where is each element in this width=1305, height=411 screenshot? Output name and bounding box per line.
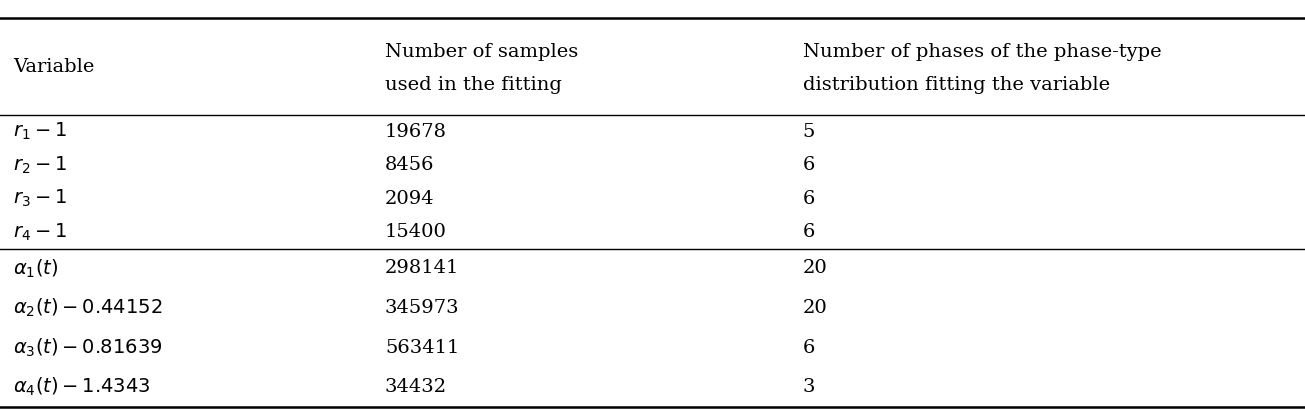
Text: $\alpha_3(t) - 0.81639$: $\alpha_3(t) - 0.81639$: [13, 336, 163, 359]
Text: 2094: 2094: [385, 189, 435, 208]
Text: Variable: Variable: [13, 58, 94, 76]
Text: 5: 5: [803, 123, 814, 141]
Text: 298141: 298141: [385, 259, 459, 277]
Text: distribution fitting the variable: distribution fitting the variable: [803, 76, 1109, 95]
Text: $r_1 - 1$: $r_1 - 1$: [13, 121, 67, 143]
Text: 20: 20: [803, 299, 827, 317]
Text: $\alpha_1(t)$: $\alpha_1(t)$: [13, 257, 59, 279]
Text: 6: 6: [803, 223, 814, 241]
Text: 563411: 563411: [385, 339, 459, 357]
Text: 345973: 345973: [385, 299, 459, 317]
Text: $\alpha_2(t) - 0.44152$: $\alpha_2(t) - 0.44152$: [13, 297, 163, 319]
Text: $r_4 - 1$: $r_4 - 1$: [13, 221, 67, 242]
Text: 19678: 19678: [385, 123, 448, 141]
Text: 15400: 15400: [385, 223, 446, 241]
Text: $r_2 - 1$: $r_2 - 1$: [13, 155, 67, 176]
Text: 3: 3: [803, 378, 816, 396]
Text: 34432: 34432: [385, 378, 448, 396]
Text: $\alpha_4(t) - 1.4343$: $\alpha_4(t) - 1.4343$: [13, 376, 150, 398]
Text: 8456: 8456: [385, 156, 435, 174]
Text: 6: 6: [803, 339, 814, 357]
Text: 20: 20: [803, 259, 827, 277]
Text: Number of samples: Number of samples: [385, 43, 578, 61]
Text: 6: 6: [803, 156, 814, 174]
Text: 6: 6: [803, 189, 814, 208]
Text: used in the fitting: used in the fitting: [385, 76, 562, 95]
Text: Number of phases of the phase-type: Number of phases of the phase-type: [803, 43, 1161, 61]
Text: $r_3 - 1$: $r_3 - 1$: [13, 188, 67, 209]
